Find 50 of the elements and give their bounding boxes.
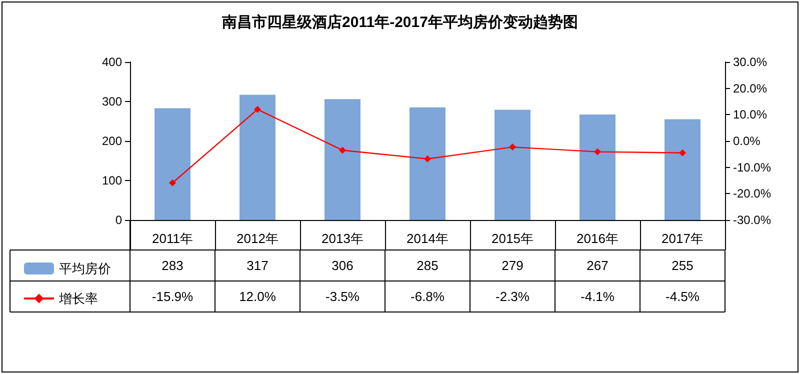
bar <box>580 114 616 220</box>
x-tick-label: 2013年 <box>322 231 364 246</box>
data-label: -6.8% <box>410 289 445 304</box>
data-label: 317 <box>246 258 268 273</box>
y-tick-label: 300 <box>102 94 122 108</box>
legend-label: 平均房价 <box>59 261 111 276</box>
data-label: -3.5% <box>326 289 360 304</box>
data-label: -2.3% <box>496 289 530 304</box>
bar <box>494 110 530 220</box>
x-tick-label: 2017年 <box>662 231 704 246</box>
x-tick-label: 2011年 <box>152 231 193 246</box>
data-label: 12.0% <box>239 289 276 304</box>
x-tick-label: 2014年 <box>406 231 448 246</box>
x-tick-label: 2015年 <box>492 231 534 246</box>
y-tick-label: 0 <box>115 213 122 227</box>
point <box>679 149 686 156</box>
bar <box>240 94 276 220</box>
point <box>424 155 431 162</box>
y-tick-label: 100 <box>102 174 122 188</box>
point <box>254 106 261 113</box>
chart-title: 南昌市四星级酒店2011年-2017年平均房价变动趋势图 <box>221 13 578 31</box>
y-tick-label: 200 <box>102 134 122 148</box>
y2-tick-label: 30.0% <box>733 55 768 69</box>
y2-tick-label: -20.0% <box>733 186 772 201</box>
data-label: 255 <box>672 258 694 273</box>
bar <box>154 108 190 220</box>
point <box>169 179 176 186</box>
bar <box>410 107 446 220</box>
y2-tick-label: 20.0% <box>733 81 768 96</box>
bar <box>664 119 700 220</box>
x-tick-label: 2016年 <box>576 231 618 246</box>
data-label: -15.9% <box>152 289 194 304</box>
data-label: 267 <box>586 258 608 273</box>
y2-tick-label: 0.0% <box>733 134 761 148</box>
data-label: -4.5% <box>666 289 700 304</box>
y-tick-label: 400 <box>102 55 122 69</box>
y2-tick-label: -30.0% <box>733 213 772 227</box>
point <box>594 148 601 156</box>
legend-label: 增长率 <box>58 291 98 306</box>
data-label: 306 <box>332 258 354 273</box>
point <box>339 146 346 154</box>
y2-tick-label: 10.0% <box>733 108 768 122</box>
data-label: 285 <box>416 258 438 273</box>
point <box>509 144 516 151</box>
data-label: -4.1% <box>580 289 615 304</box>
data-label: 283 <box>162 258 184 273</box>
data-label: 279 <box>502 258 524 273</box>
x-tick-label: 2012年 <box>236 231 278 246</box>
y2-tick-label: -10.0% <box>733 160 772 174</box>
bar <box>324 99 360 220</box>
